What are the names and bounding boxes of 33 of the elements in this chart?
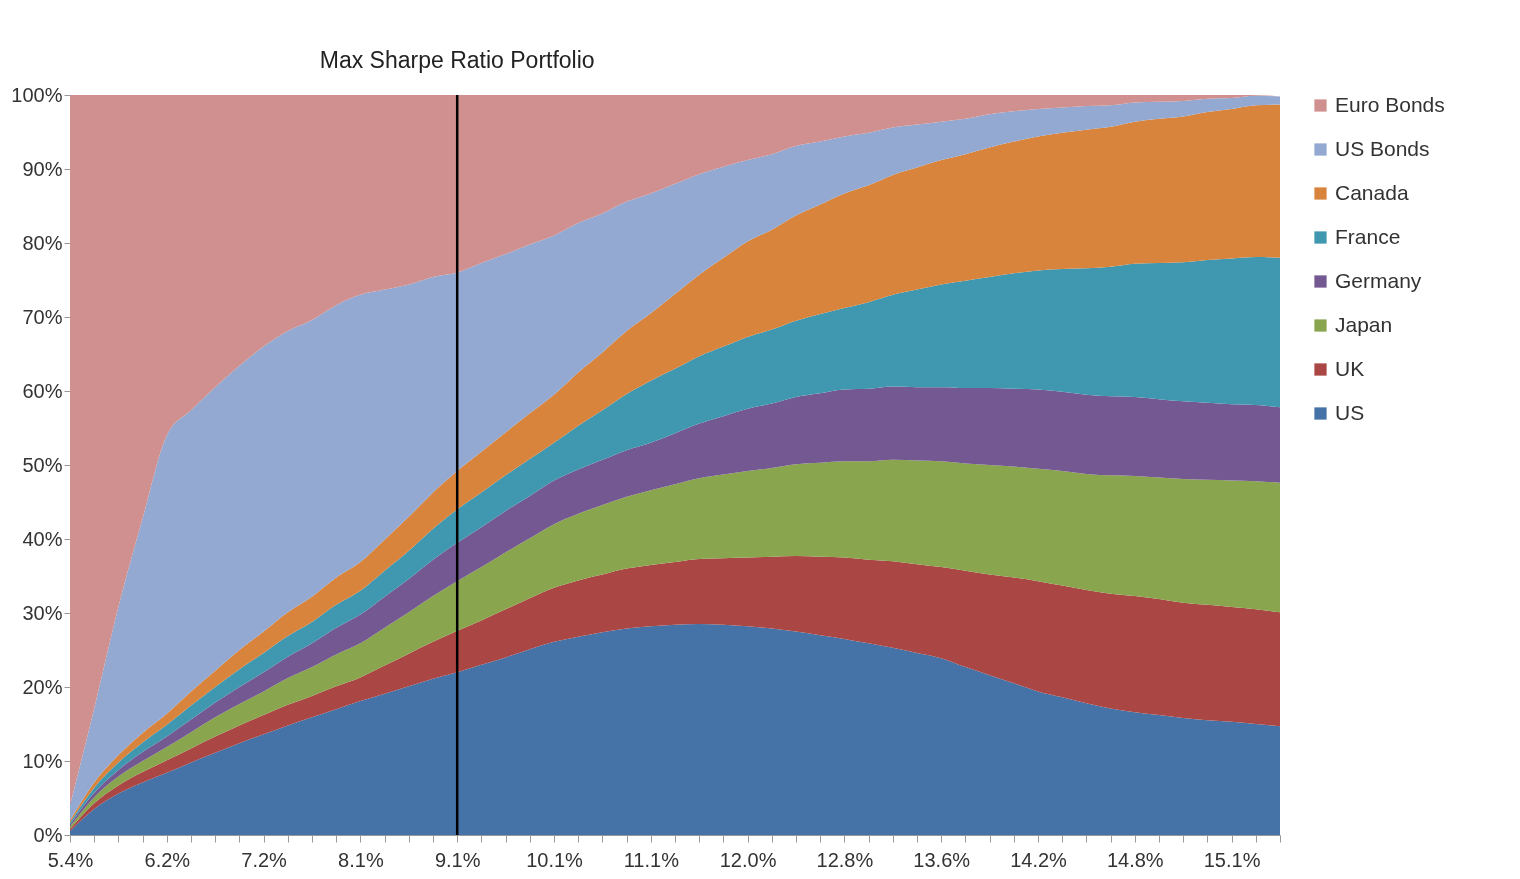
- y-tick-label: 60%: [22, 379, 63, 402]
- legend-label: Canada: [1335, 180, 1409, 204]
- x-tick-label: 11.1%: [623, 848, 680, 871]
- x-tick-label: 10.1%: [526, 848, 584, 871]
- legend-label: Japan: [1335, 312, 1393, 336]
- legend-label: Germany: [1335, 268, 1422, 292]
- x-tick-label: 15.1%: [1203, 848, 1261, 871]
- x-tick-label: 12.0%: [719, 848, 777, 871]
- x-tick-label: 12.8%: [816, 848, 874, 871]
- x-tick-label: 9.1%: [434, 848, 481, 871]
- y-tick-label: 40%: [22, 527, 63, 550]
- y-tick-label: 10%: [22, 749, 63, 772]
- legend-label: US Bonds: [1335, 136, 1430, 160]
- legend-label: France: [1335, 224, 1401, 248]
- x-tick-label: 14.8%: [1106, 848, 1164, 871]
- y-tick-label: 70%: [22, 305, 63, 328]
- legend-label: US: [1335, 400, 1365, 424]
- x-tick-label: 7.2%: [241, 848, 288, 871]
- legend-label: Euro Bonds: [1335, 92, 1445, 116]
- y-tick-label: 100%: [11, 83, 63, 106]
- y-tick-label: 30%: [22, 601, 63, 624]
- legend-label: UK: [1335, 356, 1365, 380]
- y-tick-label: 80%: [22, 231, 63, 254]
- x-tick-label: 8.1%: [338, 848, 384, 871]
- y-tick-label: 90%: [22, 157, 63, 180]
- ref-line-label: Max Sharpe Ratio Portfolio: [319, 47, 595, 73]
- x-tick-label: 13.6%: [913, 848, 971, 871]
- y-tick-label: 20%: [22, 675, 63, 698]
- y-tick-label: 50%: [22, 453, 63, 476]
- y-tick-label: 0%: [33, 823, 63, 846]
- x-tick-label: 14.2%: [1010, 848, 1068, 871]
- x-tick-label: 6.2%: [144, 848, 191, 871]
- x-tick-label: 5.4%: [47, 848, 94, 871]
